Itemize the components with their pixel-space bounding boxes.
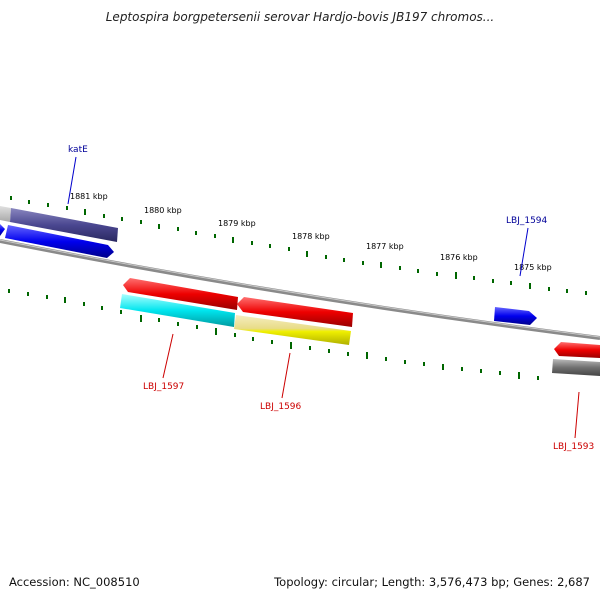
- gene-label-LBJ_1594[interactable]: LBJ_1594: [506, 216, 548, 226]
- tick-label: 1881 kbp: [70, 192, 108, 201]
- tick-label: 1880 kbp: [144, 206, 182, 215]
- LBJ_1597-leader-line: [162, 333, 174, 379]
- tick-label: 1878 kbp: [292, 232, 330, 241]
- tick-label: 1879 kbp: [218, 219, 256, 228]
- chromosome-backbone-highlight: [0, 239, 600, 338]
- LBJ_1597-cyan-track[interactable]: [120, 294, 235, 327]
- map-title: Leptospira borgpetersenii serovar Hardjo…: [105, 10, 495, 24]
- LBJ_1597-gene-arrow[interactable]: [123, 278, 238, 310]
- LBJ_1593-leader-line: [574, 391, 580, 439]
- LBJ_1596-yellow-track[interactable]: [234, 315, 351, 345]
- tick-label: 1876 kbp: [440, 253, 478, 262]
- chromosome-backbone: [0, 239, 600, 340]
- LBJ_1596-gene-arrow[interactable]: [237, 297, 353, 327]
- gene-label-LBJ_1593[interactable]: LBJ_1593: [553, 442, 594, 452]
- LBJ_1596-leader-line: [281, 352, 291, 399]
- LBJ_1594-leader-line: [519, 227, 529, 277]
- LBJ_1594-gene-arrow[interactable]: [494, 307, 537, 325]
- LBJ_1593-gene-arrow[interactable]: [554, 342, 600, 358]
- accession-text: Accession: NC_008510: [9, 575, 140, 589]
- forward-gene-arrow-edge[interactable]: [0, 224, 5, 236]
- katE-gene-arrow[interactable]: [5, 225, 114, 258]
- gene-label-katE[interactable]: katE: [68, 145, 88, 155]
- outer-tick-row: [10, 196, 587, 295]
- genome-summary-text: Topology: circular; Length: 3,576,473 bp…: [274, 575, 590, 589]
- gene-label-LBJ_1596[interactable]: LBJ_1596: [260, 402, 302, 412]
- inner-tick-row: [8, 289, 539, 380]
- gray-track-fragment: [0, 206, 11, 222]
- tick-label: 1877 kbp: [366, 242, 404, 251]
- tick-label: 1875 kbp: [514, 263, 552, 272]
- katE-track-bar[interactable]: [10, 208, 118, 242]
- gene-label-LBJ_1597[interactable]: LBJ_1597: [143, 382, 184, 392]
- katE-leader-line: [67, 156, 77, 205]
- LBJ_1593-gray-track[interactable]: [552, 359, 600, 376]
